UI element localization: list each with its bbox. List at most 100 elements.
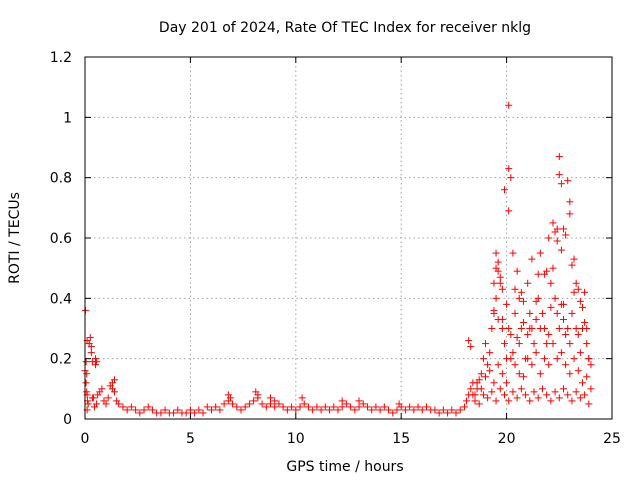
data-point [144,403,152,411]
data-point [119,403,127,411]
data-point [220,400,228,408]
data-point [456,406,464,414]
data-point [536,370,544,378]
data-point [505,207,513,215]
data-point [568,397,576,405]
data-point [553,237,561,245]
data-point [216,406,224,414]
x-tick-label-4: 20 [498,431,516,447]
data-point [507,331,515,339]
data-point [207,406,215,414]
data-point [555,153,563,161]
data-point [279,403,287,411]
data-point [496,385,504,393]
data-point [555,325,563,332]
data-point [115,400,123,408]
data-point [342,400,350,408]
data-point [541,355,549,363]
data-point [505,101,513,109]
data-point [401,406,409,414]
data-point [515,294,523,302]
x-tick-label-2: 10 [287,431,305,447]
data-point [104,394,112,402]
data-point [355,403,363,411]
data-point [566,340,574,348]
data-point [576,394,584,402]
axis-ticks [84,56,613,420]
data-point [532,297,540,305]
data-point [444,409,452,417]
data-point [511,361,519,369]
data-point [587,385,595,393]
data-point [509,388,517,396]
data-point [258,400,266,408]
y-axis-label: ROTI / TECUs [7,192,23,284]
data-point [566,370,574,378]
data-point [543,391,551,399]
data-point [309,406,317,414]
data-point [570,288,578,296]
data-point [494,267,502,275]
x-tick-label-1: 5 [186,431,195,447]
data-point [486,367,494,375]
data-point [463,397,471,405]
data-point [300,400,308,408]
data-point [572,279,580,287]
data-point [186,406,194,414]
data-point [203,403,211,411]
data-point [549,219,557,227]
data-point [538,309,546,317]
data-point [488,388,496,396]
data-point [557,180,565,188]
data-point [513,394,521,402]
data-point [557,246,565,254]
data-point [505,165,513,173]
data-point [560,225,568,233]
data-point [490,279,498,287]
data-point [517,385,525,393]
data-point [541,325,549,332]
data-point [88,394,96,402]
data-point [490,306,498,314]
data-point [406,403,414,411]
data-point [509,349,517,357]
data-point [448,406,456,414]
data-point [517,325,525,332]
data-point [543,340,551,348]
data-point [524,331,532,339]
data-point [492,397,500,405]
data-point [498,370,506,378]
y-tick-label-1: 0.2 [50,352,72,368]
chart-title: Day 201 of 2024, Rate Of TEC Index for r… [159,20,531,36]
data-point [543,267,551,275]
data-point [313,403,321,411]
data-point [549,340,557,348]
data-point [132,406,140,414]
data-point [418,406,426,414]
data-point [431,406,439,414]
data-point [519,318,527,326]
data-point [229,400,237,408]
data-point [127,403,135,411]
data-point [532,315,540,323]
data-point [564,177,572,185]
data-point [560,300,568,308]
data-point [526,309,534,317]
data-point [498,315,506,323]
data-point [538,385,546,393]
data-point [460,403,468,411]
data-point [492,294,500,302]
data-point [513,267,521,275]
data-point [578,379,586,387]
data-point [484,394,492,402]
data-point [498,325,506,332]
data-point [519,297,527,305]
data-point [275,400,283,408]
data-point [513,334,521,342]
data-point [262,403,270,411]
data-point [363,403,371,411]
data-point [547,303,555,311]
x-tick-label-5: 25 [603,431,621,447]
data-point [471,397,479,405]
y-tick-label-0: 0 [63,412,72,428]
